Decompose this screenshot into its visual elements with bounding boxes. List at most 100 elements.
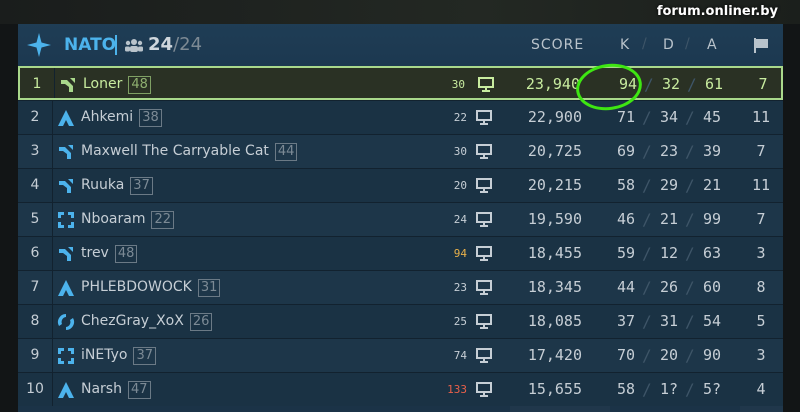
kills-header[interactable]: K <box>620 37 631 53</box>
rank: 5 <box>18 203 53 236</box>
stat-slash: / <box>685 346 695 365</box>
player-name[interactable]: Loner <box>83 76 123 92</box>
deaths: 29 <box>659 176 679 194</box>
stat-slash: / <box>685 108 695 127</box>
score: 23,940 <box>525 75 580 93</box>
player-row[interactable]: 8 ChezGray_XoX 26 25 18,085 37 / 31 / 54 … <box>18 304 783 338</box>
score: 19,590 <box>527 210 582 228</box>
player-row[interactable]: 5 Nboaram 22 24 19,590 46 / 21 / 99 7 <box>18 202 783 236</box>
stat-slash: / <box>642 244 652 263</box>
player-name-cell[interactable]: Ahkemi 38 <box>81 101 162 134</box>
deaths: 12 <box>659 244 679 262</box>
score-header[interactable]: SCORE <box>531 37 585 53</box>
deaths: 34 <box>659 108 679 126</box>
rank: 2 <box>18 101 53 134</box>
score: 18,085 <box>527 312 582 330</box>
player-row[interactable]: 3 Maxwell The Carryable Cat 44 30 20,725 … <box>18 134 783 168</box>
stat-slash: / <box>642 176 652 195</box>
assault-class-icon <box>59 145 73 159</box>
player-name[interactable]: Maxwell The Carryable Cat <box>81 143 269 159</box>
ping: 25 <box>453 315 467 328</box>
ping: 20 <box>453 179 467 192</box>
deaths: 21 <box>659 210 679 228</box>
player-name[interactable]: Ruuka <box>81 177 125 193</box>
player-name[interactable]: Narsh <box>81 381 122 397</box>
objectives: 7 <box>758 75 768 93</box>
player-row[interactable]: 2 Ahkemi 38 22 22,900 71 / 34 / 45 11 <box>18 100 783 134</box>
player-name-cell[interactable]: Narsh 47 <box>81 373 151 406</box>
kills: 44 <box>616 278 636 296</box>
player-row[interactable]: 10 Narsh 47 133 15,655 58 / 1? / 5? 4 <box>18 372 783 406</box>
assists-header[interactable]: A <box>707 37 718 53</box>
score: 20,215 <box>527 176 582 194</box>
objectives: 11 <box>751 108 771 126</box>
player-count: 24/24 <box>148 34 202 55</box>
objectives: 11 <box>751 176 771 194</box>
assists: 5? <box>702 380 722 398</box>
player-name-cell[interactable]: Maxwell The Carryable Cat 44 <box>81 135 298 168</box>
player-row[interactable]: 9 iNETyo 37 74 17,420 70 / 20 / 90 3 <box>18 338 783 372</box>
stat-slash: / <box>685 142 695 161</box>
support-class-icon <box>57 313 75 331</box>
player-name-cell[interactable]: trev 48 <box>81 237 138 270</box>
engineer-class-icon <box>58 280 74 296</box>
objectives: 5 <box>756 312 766 330</box>
objectives: 3 <box>756 244 766 262</box>
stat-slash: / <box>642 210 652 229</box>
stat-slash: / <box>685 278 695 297</box>
deaths: 1? <box>659 380 679 398</box>
player-name-cell[interactable]: PHLEBDOWOCK 31 <box>81 271 221 304</box>
player-name-cell[interactable]: Loner 48 <box>83 68 151 101</box>
player-name[interactable]: Ahkemi <box>81 109 134 125</box>
scoreboard-panel: NATO 24/24 SCORE K / D / A 1 Loner 48 30 … <box>18 24 783 412</box>
divider <box>115 35 117 55</box>
objectives: 8 <box>756 278 766 296</box>
kills: 58 <box>616 176 636 194</box>
rank: 4 <box>18 169 53 202</box>
player-name[interactable]: ChezGray_XoX <box>81 313 184 329</box>
player-name[interactable]: PHLEBDOWOCK <box>81 279 192 295</box>
rank: 8 <box>18 305 53 338</box>
player-row[interactable]: 6 trev 48 94 18,455 59 / 12 / 63 3 <box>18 236 783 270</box>
player-name[interactable]: iNETyo <box>81 347 128 363</box>
kills: 37 <box>616 312 636 330</box>
pc-platform-icon <box>476 280 492 295</box>
player-row[interactable]: 4 Ruuka 37 20 20,215 58 / 29 / 21 11 <box>18 168 783 202</box>
team-name: NATO <box>64 35 117 55</box>
pc-platform-icon <box>476 246 492 261</box>
assists: 45 <box>702 108 722 126</box>
stat-slash: / <box>642 380 652 399</box>
deaths-header[interactable]: D <box>663 37 675 53</box>
player-name-cell[interactable]: Nboaram 22 <box>81 203 175 236</box>
objectives: 3 <box>756 346 766 364</box>
player-level: 22 <box>151 211 175 229</box>
player-level: 48 <box>128 76 151 94</box>
ping: 22 <box>453 111 467 124</box>
ping: 30 <box>453 145 467 158</box>
pc-platform-icon <box>476 110 492 125</box>
ping: 30 <box>451 78 465 91</box>
player-name-cell[interactable]: iNETyo 37 <box>81 339 156 372</box>
rank: 1 <box>20 68 55 98</box>
engineer-class-icon <box>58 382 74 398</box>
players-current: 24 <box>148 34 174 55</box>
stat-slash: / <box>685 176 695 195</box>
deaths: 26 <box>659 278 679 296</box>
deaths: 23 <box>659 142 679 160</box>
assists: 90 <box>702 346 722 364</box>
player-level: 48 <box>114 245 138 263</box>
objectives: 4 <box>756 380 766 398</box>
engineer-class-icon <box>58 110 74 126</box>
stat-slash: / <box>685 244 695 263</box>
kills: 70 <box>616 346 636 364</box>
rank: 10 <box>18 373 53 406</box>
player-name[interactable]: Nboaram <box>81 211 146 227</box>
player-name-cell[interactable]: ChezGray_XoX 26 <box>81 305 213 338</box>
player-row[interactable]: 1 Loner 48 30 23,940 94 / 32 / 61 7 <box>18 66 783 100</box>
player-name[interactable]: trev <box>81 245 109 261</box>
assault-class-icon <box>59 179 73 193</box>
ping: 94 <box>453 247 467 260</box>
player-name-cell[interactable]: Ruuka 37 <box>81 169 153 202</box>
player-row[interactable]: 7 PHLEBDOWOCK 31 23 18,345 44 / 26 / 60 8 <box>18 270 783 304</box>
player-level: 31 <box>197 279 221 297</box>
